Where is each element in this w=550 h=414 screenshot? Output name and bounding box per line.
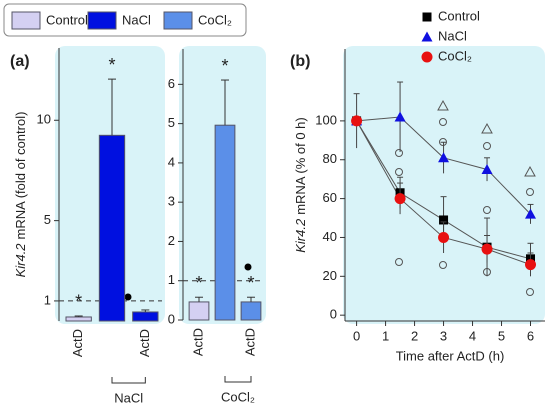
marker (439, 215, 449, 225)
marker (394, 111, 406, 122)
annotation: * (221, 56, 228, 76)
annotation: * (108, 55, 115, 75)
y-tick-label: 2 (168, 233, 175, 248)
legend-swatch (163, 11, 193, 30)
y-tick-label: 1 (168, 272, 175, 287)
open-circle (439, 118, 447, 126)
y-label-italic: Kir4.2 (293, 218, 308, 253)
open-circle (526, 188, 534, 196)
marker (421, 31, 433, 42)
panel-bg (343, 46, 545, 324)
bar (214, 124, 236, 321)
y-tick-label: 3 (168, 194, 175, 209)
y-axis-label: Kir4.2 mRNA (% of 0 h) (293, 117, 308, 253)
annotation: * (75, 292, 82, 312)
x-tick-label: 4 (469, 328, 476, 343)
marker (394, 193, 406, 205)
open-circle (439, 261, 447, 269)
x-tick-label: 0 (353, 328, 360, 343)
y-tick-label: 4 (168, 154, 175, 169)
open-circle (483, 142, 491, 150)
y-tick-label: 1 (44, 292, 51, 307)
legend-label: NaCl (122, 12, 151, 27)
open-triangle (437, 99, 449, 111)
marker (421, 51, 433, 63)
group-label: CoCl₂ (221, 389, 255, 404)
legend-swatch (11, 11, 41, 30)
y-tick-label: 5 (168, 115, 175, 130)
x-tick-label: ActD (70, 329, 85, 357)
y-label-text: mRNA (% of 0 h) (293, 117, 308, 215)
marker (481, 163, 493, 174)
y-tick-label: 60 (323, 190, 337, 205)
open-circle (483, 206, 491, 214)
bar (188, 301, 210, 321)
legend-label: NaCl (438, 28, 467, 43)
bar (65, 316, 92, 322)
marker (525, 259, 537, 271)
x-tick-label: ActD (190, 328, 205, 356)
marker (481, 243, 493, 255)
marker (438, 152, 450, 163)
y-tick-label: 100 (315, 112, 337, 127)
open-triangle (524, 165, 536, 177)
bar (98, 134, 126, 322)
marker (351, 115, 363, 127)
y-label-italic: Kir4.2 (13, 243, 28, 278)
x-tick-label: ActD (242, 328, 257, 356)
y-tick-label: 5 (44, 212, 51, 227)
y-tick-label: 20 (323, 268, 337, 283)
y-tick-label: 40 (323, 229, 337, 244)
dot (124, 293, 132, 301)
y-tick-label: 6 (168, 76, 175, 91)
legend-swatch (87, 11, 117, 30)
legend-label: CoCl₂ (438, 48, 472, 63)
x-tick-label: ActD (137, 329, 152, 357)
y-tick-label: 80 (323, 151, 337, 166)
x-tick-label: 6 (527, 328, 534, 343)
group-bracket (224, 376, 252, 383)
dot (244, 263, 252, 271)
y-label-text: mRNA (fold of control) (13, 112, 28, 240)
y-axis-label: Kir4.2 mRNA (fold of control) (13, 112, 28, 278)
group-label: NaCl (114, 390, 143, 405)
open-triangle (481, 122, 493, 134)
panel-label: (b) (290, 53, 310, 70)
marker (438, 231, 450, 243)
marker (525, 208, 537, 219)
x-tick-label: 2 (411, 328, 418, 343)
open-circle (395, 168, 403, 176)
open-circle (395, 149, 403, 157)
marker (422, 12, 432, 22)
open-circle (526, 288, 534, 296)
annotation: * (247, 273, 254, 293)
y-tick-label: 0 (330, 307, 337, 322)
significance-symbols (124, 99, 536, 301)
legend-label: CoCl₂ (198, 12, 232, 27)
bar (132, 311, 159, 322)
x-tick-label: 3 (440, 328, 447, 343)
x-axis-label: Time after ActD (h) (396, 348, 505, 363)
group-bracket (111, 377, 146, 384)
annotation: * (195, 273, 202, 293)
bar (240, 301, 262, 321)
y-tick-label: 10 (37, 112, 51, 127)
x-tick-label: 1 (382, 328, 389, 343)
panel-label: (a) (10, 53, 30, 70)
open-circle (395, 258, 403, 266)
legend-label: Control (438, 8, 480, 23)
x-tick-label: 5 (498, 328, 505, 343)
y-tick-label: 0 (168, 311, 175, 326)
legend-label: Control (46, 12, 88, 27)
